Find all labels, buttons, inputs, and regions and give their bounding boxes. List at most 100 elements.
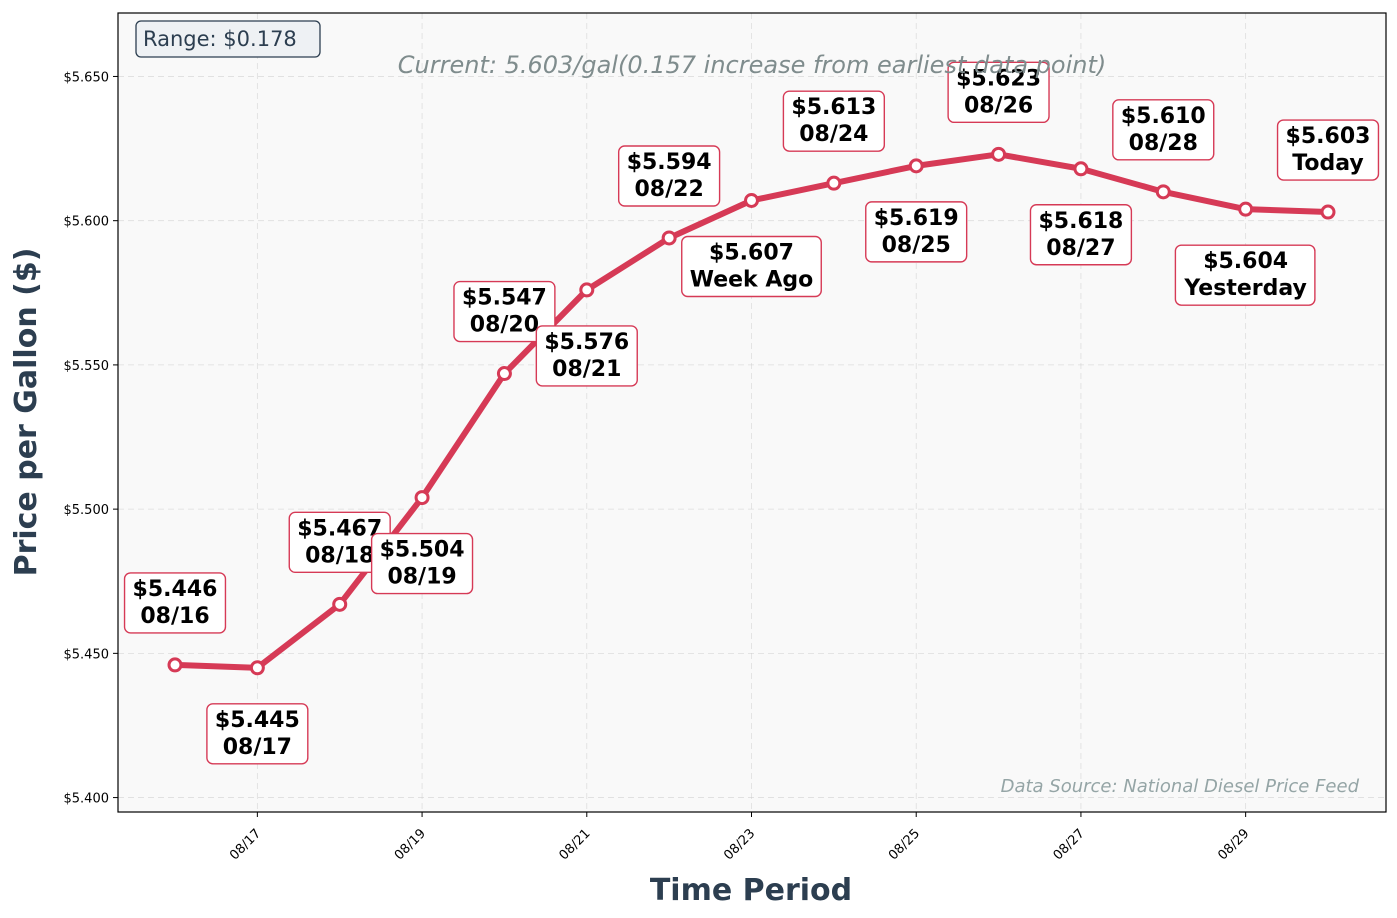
data-label-box (123, 572, 227, 634)
data-label-line: 08/18 (305, 543, 374, 568)
data-label-line: $5.604 (1203, 249, 1288, 274)
data-label: $5.576 08/21 (535, 325, 638, 387)
y-tick-label: $5.500 (64, 503, 110, 518)
data-point (661, 230, 677, 246)
data-point (744, 192, 759, 208)
data-label-box (782, 90, 886, 152)
data-label-box (865, 201, 968, 263)
data-label-text: $5.576 08/21 (544, 330, 629, 382)
y-tick-label: $5.600 (64, 215, 110, 230)
data-label-text: $5.619 08/25 (874, 206, 959, 258)
y-axis-title: Price per Gallon ($) (9, 248, 44, 577)
data-label-layer: $5.446 08/16$5.445 08/17$5.467 08/18 $5.504 0… (123, 61, 1380, 765)
y-axis: $5.400 $5.450 $5.500 $5.550 $5.600 $5.650 (64, 70, 118, 807)
data-label-line: 08/16 (140, 604, 209, 629)
data-label-box (681, 235, 822, 298)
data-label-box (1029, 204, 1133, 266)
data-label-box (1174, 244, 1316, 306)
data-point (908, 158, 924, 174)
data-label-text: $5.610 08/28 (1121, 104, 1206, 156)
data-label-line: 08/27 (1046, 236, 1115, 261)
x-tick-label: 08/23 (721, 826, 758, 863)
data-label: $5.619 08/25 (865, 201, 968, 263)
data-point (1073, 161, 1089, 177)
data-label: $5.547 08/20 (453, 280, 556, 343)
data-label-line: 08/26 (964, 93, 1033, 118)
data-label-text: $5.623 08/26 (956, 66, 1041, 118)
data-label-text: $5.446 08/16 (133, 577, 218, 629)
data-label-line: $5.594 (627, 150, 712, 175)
data-label-line: $5.618 (1038, 209, 1123, 234)
data-label: $5.610 08/28 (1112, 99, 1215, 161)
data-label-box (206, 703, 309, 765)
x-tick-label: 08/29 (1215, 826, 1252, 863)
data-label-text: $5.467 08/18 (297, 516, 382, 568)
data-label-text: $5.618 08/27 (1038, 209, 1123, 261)
data-label-line: $5.467 (297, 516, 382, 541)
x-tick-label: 08/19 (392, 826, 429, 863)
data-label-line: 08/24 (799, 122, 868, 147)
data-label-line: $5.623 (956, 66, 1041, 91)
data-label-line: $5.446 (133, 577, 218, 602)
data-label-text: $5.547 08/20 (462, 286, 547, 338)
data-label-text: $5.594 08/22 (627, 150, 712, 202)
y-tick-label: $5.450 (64, 647, 110, 662)
grid (118, 13, 1386, 812)
data-point (414, 490, 430, 506)
y-tick-label: $5.550 (64, 359, 110, 374)
data-label: $5.613 08/24 (782, 90, 886, 152)
data-label-line: Week Ago (690, 267, 814, 292)
data-point (1155, 184, 1171, 200)
x-tick-label: 08/17 (227, 826, 264, 863)
data-label: $5.623 08/26 (947, 61, 1050, 124)
data-label: $5.607 Week Ago (681, 235, 822, 298)
data-label-box (617, 145, 721, 207)
data-point (332, 596, 348, 612)
marker-layer (167, 146, 1336, 676)
data-label: $5.504 08/19 (370, 532, 474, 595)
data-label-text: $5.613 08/24 (791, 95, 876, 147)
data-label-line: 08/19 (387, 565, 456, 590)
data-label-box (453, 280, 556, 343)
data-label: $5.618 08/27 (1029, 204, 1133, 266)
data-point (1238, 201, 1254, 217)
y-tick-label: $5.650 (64, 70, 110, 85)
data-label-line: 08/28 (1129, 131, 1198, 156)
data-label-line: $5.619 (874, 206, 959, 231)
data-label-box (1112, 99, 1215, 161)
data-point (579, 282, 595, 298)
data-label-line: $5.603 (1286, 124, 1371, 149)
data-label: $5.594 08/22 (617, 145, 721, 207)
data-label-line: 08/25 (882, 233, 951, 258)
data-label-line: $5.445 (215, 708, 300, 733)
data-label-box (947, 61, 1050, 124)
data-label-line: Yesterday (1183, 276, 1306, 301)
data-label: $5.603 Today (1276, 119, 1380, 181)
data-label: $5.446 08/16 (123, 572, 227, 634)
data-label-text: $5.604 Yesterday (1183, 249, 1306, 301)
data-label-line: $5.613 (791, 95, 876, 120)
data-label-line: $5.504 (380, 538, 465, 563)
data-point (826, 175, 842, 191)
data-label-text: $5.607 Week Ago (690, 240, 814, 292)
data-label-line: $5.607 (709, 240, 794, 265)
data-label: $5.604 Yesterday (1174, 244, 1316, 306)
data-label-box (370, 532, 474, 595)
x-tick-label: 08/25 (886, 826, 923, 863)
data-label: $5.467 08/18 (288, 511, 391, 574)
data-label-text: $5.504 08/19 (380, 538, 465, 590)
data-label-line: 08/20 (470, 313, 539, 338)
data-point (496, 366, 512, 382)
data-point (167, 657, 183, 673)
y-tick-label: $5.400 (64, 792, 110, 807)
data-label-line: 08/21 (552, 357, 621, 382)
data-label-line: 08/22 (635, 177, 704, 202)
data-label-text: $5.603 Today (1286, 124, 1371, 176)
data-label-box (1276, 119, 1380, 181)
range-box: Range: $0.178 (135, 20, 321, 58)
data-label-line: Today (1292, 151, 1363, 176)
data-point (1320, 204, 1336, 220)
data-label-box (535, 325, 638, 387)
data-label-line: $5.576 (544, 330, 629, 355)
